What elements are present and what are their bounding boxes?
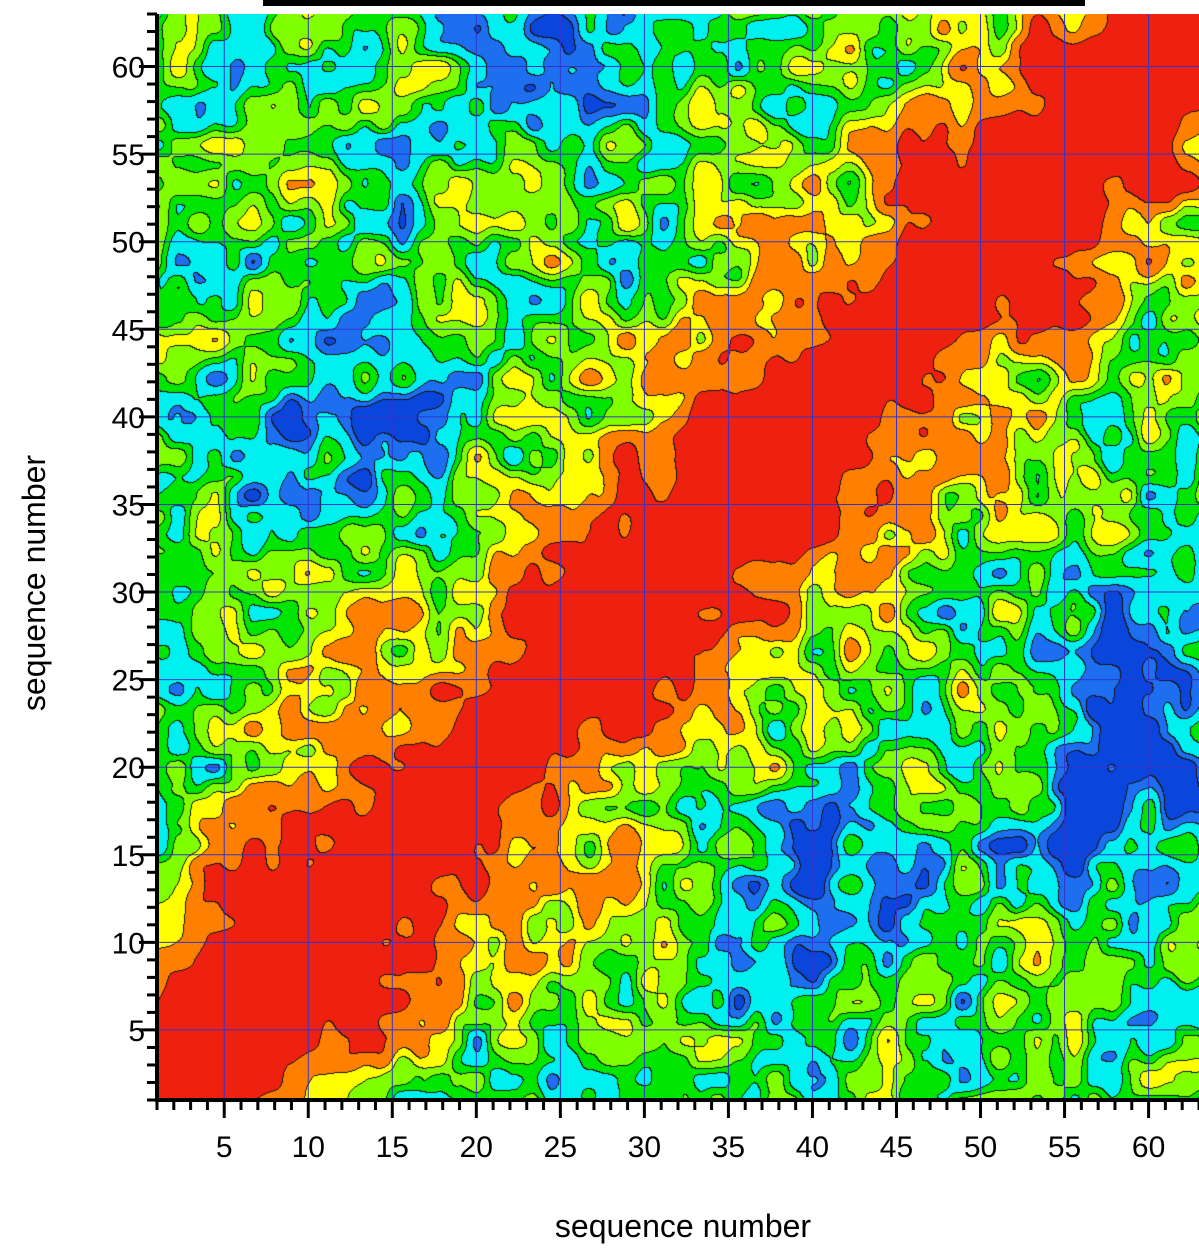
x-axis-title: sequence number bbox=[555, 1208, 812, 1244]
title-box-bar bbox=[263, 0, 1085, 6]
x-tick-label: 50 bbox=[964, 1131, 997, 1164]
y-tick-label: 15 bbox=[112, 840, 145, 873]
y-tick-label: 50 bbox=[112, 227, 145, 260]
y-tick-label: 60 bbox=[112, 52, 145, 85]
x-tick-label: 30 bbox=[628, 1131, 661, 1164]
y-tick-label: 40 bbox=[112, 402, 145, 435]
y-tick-label: 10 bbox=[112, 927, 145, 960]
x-tick-label: 40 bbox=[796, 1131, 829, 1164]
x-tick-label: 35 bbox=[712, 1131, 745, 1164]
y-tick-label: 55 bbox=[112, 139, 145, 172]
contour-image bbox=[157, 14, 1199, 1100]
y-tick-label: 20 bbox=[112, 752, 145, 785]
y-tick-label: 25 bbox=[112, 665, 145, 698]
x-tick-label: 45 bbox=[880, 1131, 913, 1164]
axes: 5 10 15 20 25 30 35 40 45 50 55 60 5 10 15 20 25 30 35 40 45… bbox=[112, 12, 1199, 1164]
y-tick-label: 30 bbox=[112, 577, 145, 610]
x-tick-label: 55 bbox=[1048, 1131, 1081, 1164]
grid-lines bbox=[157, 14, 1199, 1100]
y-axis-title: sequence number bbox=[16, 455, 52, 712]
x-tick-label: 10 bbox=[292, 1131, 325, 1164]
x-tick-label: 20 bbox=[460, 1131, 493, 1164]
x-tick-label: 5 bbox=[216, 1131, 233, 1164]
x-tick-label: 15 bbox=[376, 1131, 409, 1164]
y-tick-label: 35 bbox=[112, 489, 145, 522]
contour-field bbox=[157, 14, 1199, 1100]
x-tick-label: 25 bbox=[544, 1131, 577, 1164]
y-tick-label: 5 bbox=[128, 1015, 145, 1048]
x-tick-label: 60 bbox=[1132, 1131, 1165, 1164]
y-tick-label: 45 bbox=[112, 314, 145, 347]
